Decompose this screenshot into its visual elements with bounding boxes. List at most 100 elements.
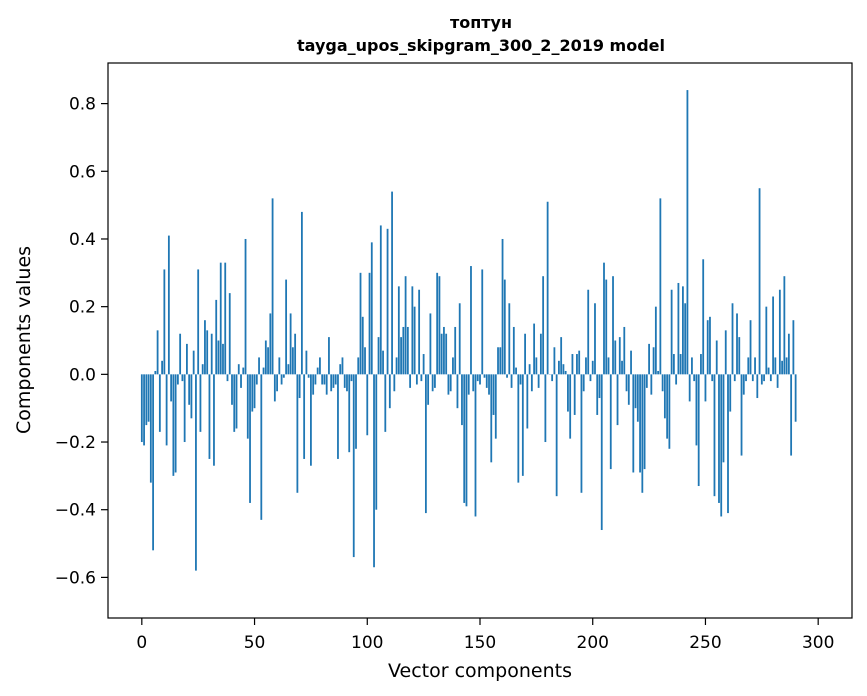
bar-176 [537,374,540,388]
bar-174 [533,323,536,375]
bar-234 [668,374,671,449]
bar-149 [476,374,479,382]
bar-47 [246,374,249,439]
bar-45 [242,367,245,375]
bar-179 [544,374,547,443]
bar-114 [397,286,400,375]
bar-59 [273,374,276,402]
bar-267 [742,374,745,395]
bar-238 [677,282,680,375]
bar-4 [149,374,152,483]
bar-89 [341,357,344,375]
bar-150 [479,374,481,385]
x-axis-label: Vector components [388,660,572,682]
bar-31 [210,333,213,375]
bar-61 [278,357,281,375]
bar-116 [402,326,405,375]
bar-103 [373,374,375,568]
bar-282 [776,374,779,388]
bar-132 [438,276,441,375]
bar-228 [654,306,657,375]
bar-220 [636,374,639,422]
bar-269 [747,357,750,375]
bar-105 [377,337,380,375]
bar-284 [781,360,784,375]
bar-229 [657,370,660,375]
bar-259 [724,330,727,375]
bar-235 [670,289,673,375]
bar-186 [560,337,563,375]
bar-177 [539,333,542,375]
bar-107 [382,350,384,375]
bar-111 [391,191,393,375]
bar-243 [688,374,691,402]
bar-71 [300,211,303,375]
bar-6 [154,370,157,375]
bar-83 [328,337,330,375]
bar-204 [600,374,603,531]
bar-9 [161,360,164,375]
bar-164 [510,374,513,388]
bar-42 [235,374,238,429]
x-axis: 0 50 100 150 200 250 300 [136,618,834,653]
bar-198 [587,289,590,375]
bar-90 [343,374,346,388]
bar-43 [237,364,240,375]
bar-63 [282,374,285,378]
bar-33 [215,299,218,375]
bar-94 [352,374,355,558]
bar-98 [361,316,364,375]
bar-175 [535,357,538,375]
bar-146 [470,266,472,375]
bar-69 [296,374,299,493]
bar-290 [794,374,797,422]
bar-283 [778,289,781,375]
bar-160 [501,238,504,375]
bar-237 [675,374,678,385]
bar-22 [190,374,193,419]
bar-106 [379,225,382,375]
bar-55 [264,340,267,375]
bar-109 [386,228,389,375]
bar-271 [751,374,754,382]
bar-85 [332,374,335,388]
bar-216 [627,374,630,405]
bar-127 [427,374,430,405]
bar-120 [411,286,414,375]
bar-145 [467,374,470,395]
bar-264 [736,313,738,375]
bar-275 [760,374,763,385]
bar-214 [623,326,626,375]
bar-32 [213,374,215,466]
bar-39 [228,293,231,375]
bar-57 [269,313,272,375]
bar-79 [319,357,321,375]
bar-137 [449,374,452,392]
bar-153 [485,374,488,388]
bar-180 [546,201,549,375]
bar-250 [704,374,707,402]
bar-166 [515,367,517,375]
bar-213 [621,360,623,375]
bar-193 [576,354,578,375]
bar-141 [458,303,461,375]
bar-93 [350,374,353,382]
bar-87 [337,374,339,459]
bar-158 [497,347,499,375]
bar-92 [348,374,351,453]
bar-38 [226,374,229,382]
bar-219 [634,374,637,409]
bar-246 [695,374,698,446]
bar-36 [222,343,224,375]
bar-26 [199,374,202,432]
bar-263 [733,374,736,382]
bar-113 [395,357,398,375]
bar-277 [765,306,768,375]
bar-265 [738,337,741,375]
bar-208 [609,374,612,470]
bar-210 [614,340,617,375]
bar-278 [767,367,770,375]
bar-48 [249,374,251,503]
bar-232 [663,374,666,419]
bar-25 [197,269,200,375]
